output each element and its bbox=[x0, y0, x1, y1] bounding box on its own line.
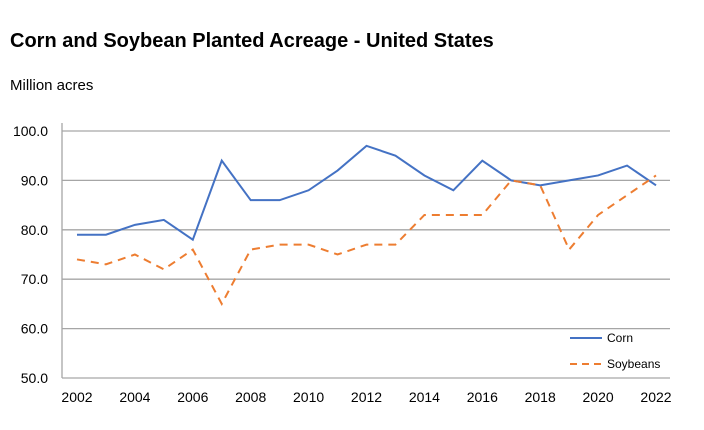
y-tick-label: 50.0 bbox=[21, 370, 48, 386]
chart-title: Corn and Soybean Planted Acreage - Unite… bbox=[10, 30, 494, 52]
x-tick-label: 2012 bbox=[351, 389, 382, 405]
y-tick-label: 80.0 bbox=[21, 222, 48, 238]
y-tick-label: 90.0 bbox=[21, 172, 48, 188]
x-tick-label: 2016 bbox=[467, 389, 498, 405]
series-line-soybeans bbox=[76, 174, 657, 307]
x-tick-label: 2008 bbox=[235, 389, 266, 405]
x-tick-label: 2006 bbox=[177, 389, 208, 405]
x-tick-label: 2014 bbox=[409, 389, 440, 405]
x-tick-label: 2010 bbox=[293, 389, 324, 405]
x-tick-label: 2020 bbox=[583, 389, 614, 405]
y-tick-label: 100.0 bbox=[13, 123, 48, 139]
x-tick-label: 2004 bbox=[119, 389, 150, 405]
legend-label-soybeans: Soybeans bbox=[607, 357, 660, 371]
y-tick-label: 60.0 bbox=[21, 321, 48, 337]
x-tick-label: 2018 bbox=[525, 389, 556, 405]
series-line-corn bbox=[77, 144, 657, 242]
x-tick-label: 2002 bbox=[61, 389, 92, 405]
x-tick-label: 2022 bbox=[640, 389, 671, 405]
y-tick-label: 70.0 bbox=[21, 271, 48, 287]
y-axis-label: Million acres bbox=[10, 77, 94, 94]
legend-label-corn: Corn bbox=[607, 331, 633, 345]
